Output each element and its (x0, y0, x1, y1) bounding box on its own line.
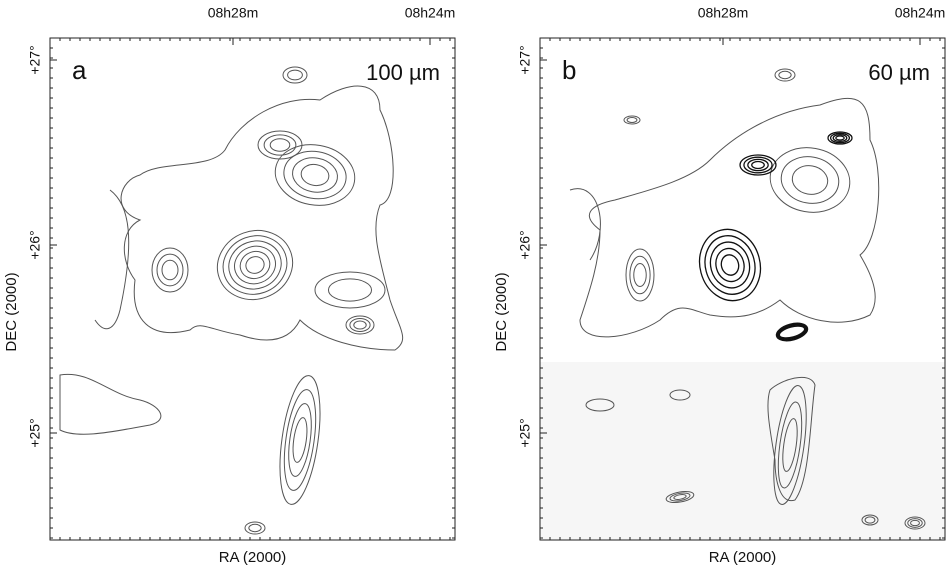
contour (282, 66, 308, 84)
band-label: 60 µm (868, 60, 930, 85)
contour (633, 262, 647, 288)
contour (864, 516, 876, 524)
dec-tick-label: +25° (27, 418, 43, 447)
contour (269, 138, 291, 152)
bright-source (778, 325, 806, 339)
contour (161, 259, 179, 281)
dec-tick-label: +27° (517, 45, 533, 74)
contour (673, 494, 687, 500)
contour (747, 158, 769, 172)
contour (782, 418, 798, 472)
contour (300, 163, 330, 187)
outer-contour (579, 97, 880, 338)
map-frame (539, 37, 946, 541)
contour (704, 235, 756, 295)
contour (709, 241, 751, 289)
bright-source (777, 324, 807, 340)
dec-tick-label: +26° (27, 230, 43, 259)
lower-map-background (540, 362, 945, 540)
contour (585, 398, 615, 412)
contour (292, 417, 308, 463)
bright-source (775, 322, 809, 342)
contour (665, 491, 695, 503)
contour (222, 235, 288, 295)
contour (216, 230, 294, 300)
x-axis-label: RA (2000) (709, 549, 777, 566)
contour (245, 256, 265, 274)
contour (743, 156, 773, 174)
contour (832, 133, 848, 143)
panel: 08h28m 08h24m +27° +26° +25° a 100 µm RA (2000)… (3, 5, 456, 566)
contour (327, 278, 373, 302)
contour (228, 240, 282, 290)
contour (353, 320, 367, 330)
contour (239, 250, 271, 280)
panel-label: b (562, 55, 576, 85)
contour (791, 165, 829, 195)
contour (314, 271, 386, 309)
contour (769, 147, 851, 213)
outer-contour (569, 188, 601, 261)
bright-source (776, 323, 808, 341)
contour (287, 69, 303, 81)
lower-contour (59, 373, 162, 435)
x-axis-label: RA (2000) (219, 549, 287, 566)
contour (739, 154, 777, 176)
contour (263, 134, 297, 156)
contour (669, 492, 691, 502)
contour (910, 519, 920, 527)
y-axis-label: DEC (2000) (3, 272, 20, 351)
contour (751, 160, 765, 170)
contour (669, 389, 691, 401)
contour (773, 385, 807, 505)
panel: 08h28m 08h24m +27° +26° +25° b 60 µm RA (2000) D… (493, 5, 946, 566)
contour (829, 132, 851, 144)
contour (774, 68, 796, 82)
contour (904, 516, 926, 530)
contour (349, 318, 371, 332)
contour (715, 247, 745, 283)
ra-tick-label: 08h28m (208, 5, 259, 21)
lower-contour (767, 376, 816, 502)
ra-tick-label: 08h28m (698, 5, 749, 21)
contour (777, 401, 803, 489)
contour (625, 248, 655, 302)
dec-tick-label: +27° (27, 45, 43, 74)
contour (345, 315, 375, 335)
ra-tick-label: 08h24m (405, 5, 456, 21)
contour (257, 130, 303, 160)
contour (288, 403, 312, 477)
contour (623, 115, 641, 125)
contour (861, 514, 879, 526)
contour (698, 228, 762, 302)
contour (283, 150, 347, 200)
contour (244, 521, 266, 535)
contour (629, 255, 651, 295)
map-frame (49, 37, 456, 541)
contour (780, 156, 840, 204)
ra-tick-label: 08h24m (895, 5, 946, 21)
contour (827, 131, 853, 145)
contour (279, 375, 321, 505)
contour (156, 253, 184, 287)
contour (274, 144, 356, 206)
contour (778, 70, 792, 80)
contour (283, 389, 317, 491)
band-label: 100 µm (366, 60, 440, 85)
contour (835, 135, 845, 141)
panel-label: a (72, 55, 87, 85)
outer-contour (94, 189, 130, 330)
contour (292, 157, 338, 193)
contour (626, 117, 638, 123)
dec-tick-label: +25° (517, 418, 533, 447)
y-axis-label: DEC (2000) (493, 272, 510, 351)
contour (234, 245, 276, 285)
dec-tick-label: +26° (517, 230, 533, 259)
contour (248, 523, 262, 533)
contour (720, 254, 740, 276)
outer-contour (120, 85, 404, 351)
contour (907, 518, 923, 528)
contour (151, 247, 189, 293)
